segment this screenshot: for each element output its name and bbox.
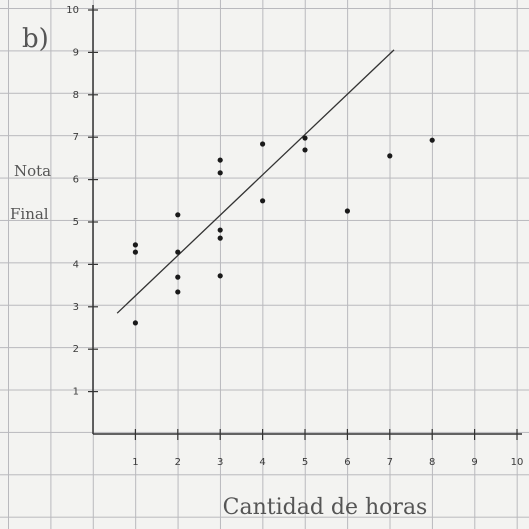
y-tick-label: 2	[73, 344, 79, 355]
y-axis-label: Nota	[14, 162, 51, 180]
panel-label: b)	[22, 24, 49, 54]
data-point	[302, 147, 308, 153]
x-tick-label: 3	[217, 457, 223, 468]
x-axis-label: Cantidad de horas	[223, 495, 428, 520]
x-tick-label: 2	[175, 457, 181, 468]
x-tick-label: 7	[387, 457, 393, 468]
y-tick-label: 6	[73, 175, 79, 186]
data-point	[175, 274, 181, 280]
y-axis-label: Final	[10, 205, 49, 223]
data-point	[217, 235, 223, 241]
y-tick-label: 3	[73, 302, 79, 313]
y-tick-label: 8	[73, 90, 79, 101]
x-tick-label: 5	[302, 457, 308, 468]
data-point	[217, 157, 223, 163]
y-tick-label: 10	[66, 5, 79, 16]
x-tick-label: 8	[429, 457, 435, 468]
y-tick-label: 7	[73, 132, 79, 143]
data-point	[132, 249, 138, 255]
data-point	[260, 198, 266, 204]
data-point	[260, 141, 266, 147]
data-point	[132, 320, 138, 326]
x-tick-label: 9	[471, 457, 477, 468]
trend-line	[116, 49, 395, 314]
y-tick-label: 4	[73, 259, 79, 270]
y-tick-label: 5	[73, 217, 79, 228]
x-tick-label: 1	[132, 457, 138, 468]
x-tick-label: 6	[344, 457, 350, 468]
data-point	[175, 249, 181, 255]
data-point	[217, 273, 223, 279]
data-point	[429, 137, 435, 143]
data-point	[344, 208, 350, 214]
data-point	[175, 289, 181, 295]
data-point	[302, 135, 308, 141]
data-point	[132, 242, 138, 248]
data-point	[217, 227, 223, 233]
data-point	[175, 212, 181, 218]
y-tick-label: 1	[73, 387, 79, 398]
data-point	[387, 153, 393, 159]
x-tick-label: 4	[259, 457, 265, 468]
x-tick-label: 10	[511, 457, 524, 468]
y-tick-label: 9	[73, 47, 79, 58]
data-point	[217, 170, 223, 176]
